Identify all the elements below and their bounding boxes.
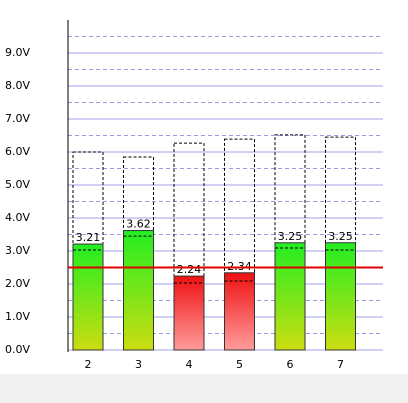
x-tick-label: 2 (85, 358, 92, 371)
y-tick-label: 0.0V (5, 343, 30, 356)
value-label: 2.24 (177, 263, 202, 276)
bar (274, 242, 306, 351)
value-label: 3.25 (328, 230, 353, 243)
x-tick-label: 5 (236, 358, 243, 371)
bar (173, 275, 205, 351)
value-label: 3.21 (76, 231, 101, 244)
y-tick-label: 3.0V (5, 244, 30, 257)
bar (325, 242, 356, 351)
y-tick-label: 4.0V (5, 211, 30, 224)
value-label: 2.34 (227, 260, 252, 273)
y-tick-label: 1.0V (5, 310, 30, 323)
y-tick-label: 7.0V (5, 112, 30, 125)
value-label: 3.62 (126, 218, 151, 231)
y-tick-label: 5.0V (5, 178, 30, 191)
x-tick-label: 6 (287, 358, 294, 371)
y-tick-label: 8.0V (5, 79, 30, 92)
x-tick-label: 7 (337, 358, 344, 371)
bar (72, 243, 104, 351)
x-tick-label: 3 (135, 358, 142, 371)
y-tick-label: 2.0V (5, 277, 30, 290)
bar (123, 230, 154, 351)
y-tick-label: 6.0V (5, 145, 30, 158)
y-tick-label: 9.0V (5, 46, 30, 59)
x-tick-label: 4 (186, 358, 193, 371)
value-label: 3.25 (278, 230, 303, 243)
bar (224, 272, 255, 351)
